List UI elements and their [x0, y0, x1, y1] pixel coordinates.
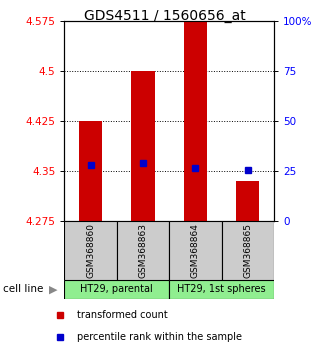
Bar [117, 221, 169, 280]
Bar [169, 280, 274, 299]
Text: HT29, 1st spheres: HT29, 1st spheres [177, 284, 266, 295]
Bar [64, 221, 117, 280]
Text: GSM368864: GSM368864 [191, 223, 200, 278]
Bar [64, 280, 169, 299]
Text: percentile rank within the sample: percentile rank within the sample [77, 332, 242, 342]
Bar [131, 71, 155, 221]
Text: ▶: ▶ [49, 284, 58, 295]
Bar [221, 221, 274, 280]
Bar [169, 221, 221, 280]
Bar [79, 121, 102, 221]
Text: GSM368865: GSM368865 [243, 223, 252, 278]
Text: transformed count: transformed count [77, 310, 168, 320]
Text: GDS4511 / 1560656_at: GDS4511 / 1560656_at [84, 9, 246, 23]
Text: HT29, parental: HT29, parental [81, 284, 153, 295]
Text: GSM368860: GSM368860 [86, 223, 95, 278]
Bar [236, 181, 259, 221]
Text: cell line: cell line [3, 284, 44, 295]
Text: GSM368863: GSM368863 [138, 223, 148, 278]
Bar [183, 0, 207, 221]
